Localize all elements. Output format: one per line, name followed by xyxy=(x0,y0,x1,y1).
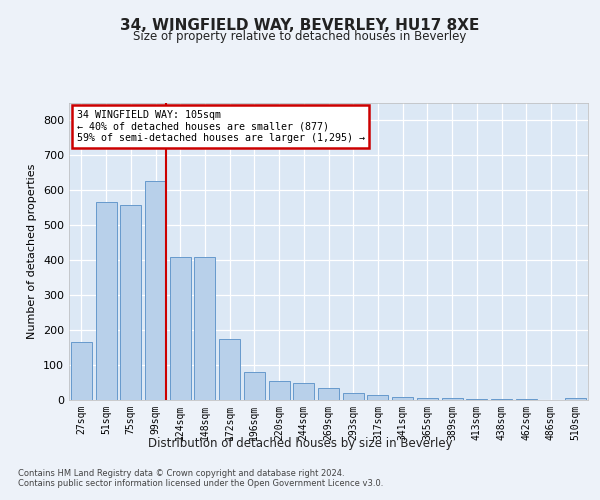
Bar xyxy=(392,396,413,400)
Text: Contains public sector information licensed under the Open Government Licence v3: Contains public sector information licen… xyxy=(18,479,383,488)
Text: 34, WINGFIELD WAY, BEVERLEY, HU17 8XE: 34, WINGFIELD WAY, BEVERLEY, HU17 8XE xyxy=(121,18,479,32)
Bar xyxy=(145,182,166,400)
Bar xyxy=(466,399,487,400)
Bar xyxy=(95,202,116,400)
Bar xyxy=(269,381,290,400)
Text: 34 WINGFIELD WAY: 105sqm
← 40% of detached houses are smaller (877)
59% of semi-: 34 WINGFIELD WAY: 105sqm ← 40% of detach… xyxy=(77,110,365,143)
Bar xyxy=(244,372,265,400)
Bar xyxy=(565,398,586,400)
Bar xyxy=(343,393,364,400)
Text: Contains HM Land Registry data © Crown copyright and database right 2024.: Contains HM Land Registry data © Crown c… xyxy=(18,469,344,478)
Bar xyxy=(170,256,191,400)
Bar xyxy=(318,388,339,400)
Bar xyxy=(293,382,314,400)
Bar xyxy=(442,398,463,400)
Bar xyxy=(417,398,438,400)
Bar xyxy=(219,339,240,400)
Bar xyxy=(120,204,141,400)
Y-axis label: Number of detached properties: Number of detached properties xyxy=(28,164,37,339)
Bar xyxy=(367,395,388,400)
Bar xyxy=(194,257,215,400)
Text: Size of property relative to detached houses in Beverley: Size of property relative to detached ho… xyxy=(133,30,467,43)
Bar xyxy=(491,399,512,400)
Bar xyxy=(71,342,92,400)
Text: Distribution of detached houses by size in Beverley: Distribution of detached houses by size … xyxy=(148,438,452,450)
